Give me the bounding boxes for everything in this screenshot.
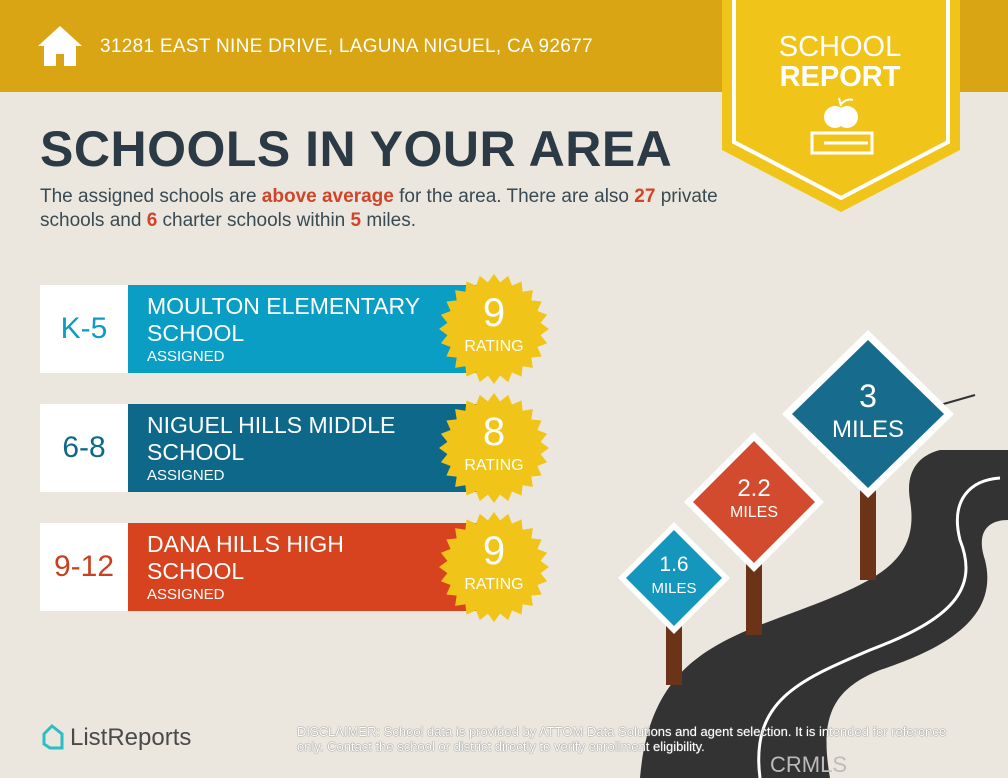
grade-range: 9-12: [40, 523, 128, 611]
school-report-badge: [722, 0, 960, 212]
badge-line2: REPORT: [779, 61, 901, 93]
school-row: 9-12 DANA HILLS HIGH SCHOOL ASSIGNED 9 RA…: [40, 512, 549, 622]
school-name: NIGUEL HILLS MIDDLE SCHOOL: [147, 412, 396, 465]
sign-2-2-value: 2.2: [737, 475, 771, 502]
intro-text: The assigned schools are above average f…: [40, 186, 718, 231]
school-name: MOULTON ELEMENTARY SCHOOL: [147, 293, 420, 346]
grade-range: K-5: [40, 285, 128, 373]
sign-2-2-miles: [684, 432, 824, 572]
school-status: ASSIGNED: [147, 467, 225, 484]
rating-label: RATING: [464, 576, 524, 593]
school-info: DANA HILLS HIGH SCHOOL ASSIGNED: [128, 523, 488, 611]
crmls-watermark: CRMLS: [770, 752, 848, 777]
rating-value: 9: [482, 291, 506, 335]
sign-3-value: 3: [859, 378, 877, 414]
rating-label: RATING: [464, 457, 524, 474]
sign-1-6-miles: [618, 522, 730, 634]
school-status: ASSIGNED: [147, 348, 225, 365]
home-icon: [38, 26, 82, 66]
sign-1-6-unit: MILES: [651, 580, 697, 597]
apple-book-icon: [810, 97, 874, 155]
listreports-logo-icon: [42, 724, 64, 750]
property-address: 31281 EAST NINE DRIVE, LAGUNA NIGUEL, CA…: [100, 36, 593, 57]
rating-value: 9: [482, 529, 506, 573]
school-name: DANA HILLS HIGH SCHOOL: [147, 531, 344, 584]
school-info: MOULTON ELEMENTARY SCHOOL ASSIGNED: [128, 285, 488, 373]
sign-3-miles: [782, 330, 954, 498]
disclaimer: DISCLAIMER: School data is provided by A…: [297, 724, 947, 754]
rating-value: 8: [482, 410, 506, 454]
listreports-logo: ListReports: [40, 724, 191, 752]
rating-seal: [439, 512, 549, 622]
school-row: K-5 MOULTON ELEMENTARY SCHOOL ASSIGNED 9 …: [40, 274, 549, 384]
rating-label: RATING: [464, 338, 524, 355]
badge-line1: SCHOOL: [778, 31, 902, 63]
road-line: [757, 476, 1001, 778]
page-title: SCHOOLS IN YOUR AREA: [40, 121, 673, 177]
school-status: ASSIGNED: [147, 586, 225, 603]
sign-3-unit: MILES: [831, 416, 905, 443]
grade-range: 6-8: [40, 404, 128, 492]
sign-2-2-unit: MILES: [729, 504, 778, 521]
rating-seal: [439, 274, 549, 384]
sign-1-6-value: 1.6: [659, 553, 689, 576]
road: [640, 450, 1008, 778]
school-row: 6-8 NIGUEL HILLS MIDDLE SCHOOL ASSIGNED 8…: [40, 393, 549, 503]
school-info: NIGUEL HILLS MIDDLE SCHOOL ASSIGNED: [128, 404, 488, 492]
rating-seal: [439, 393, 549, 503]
